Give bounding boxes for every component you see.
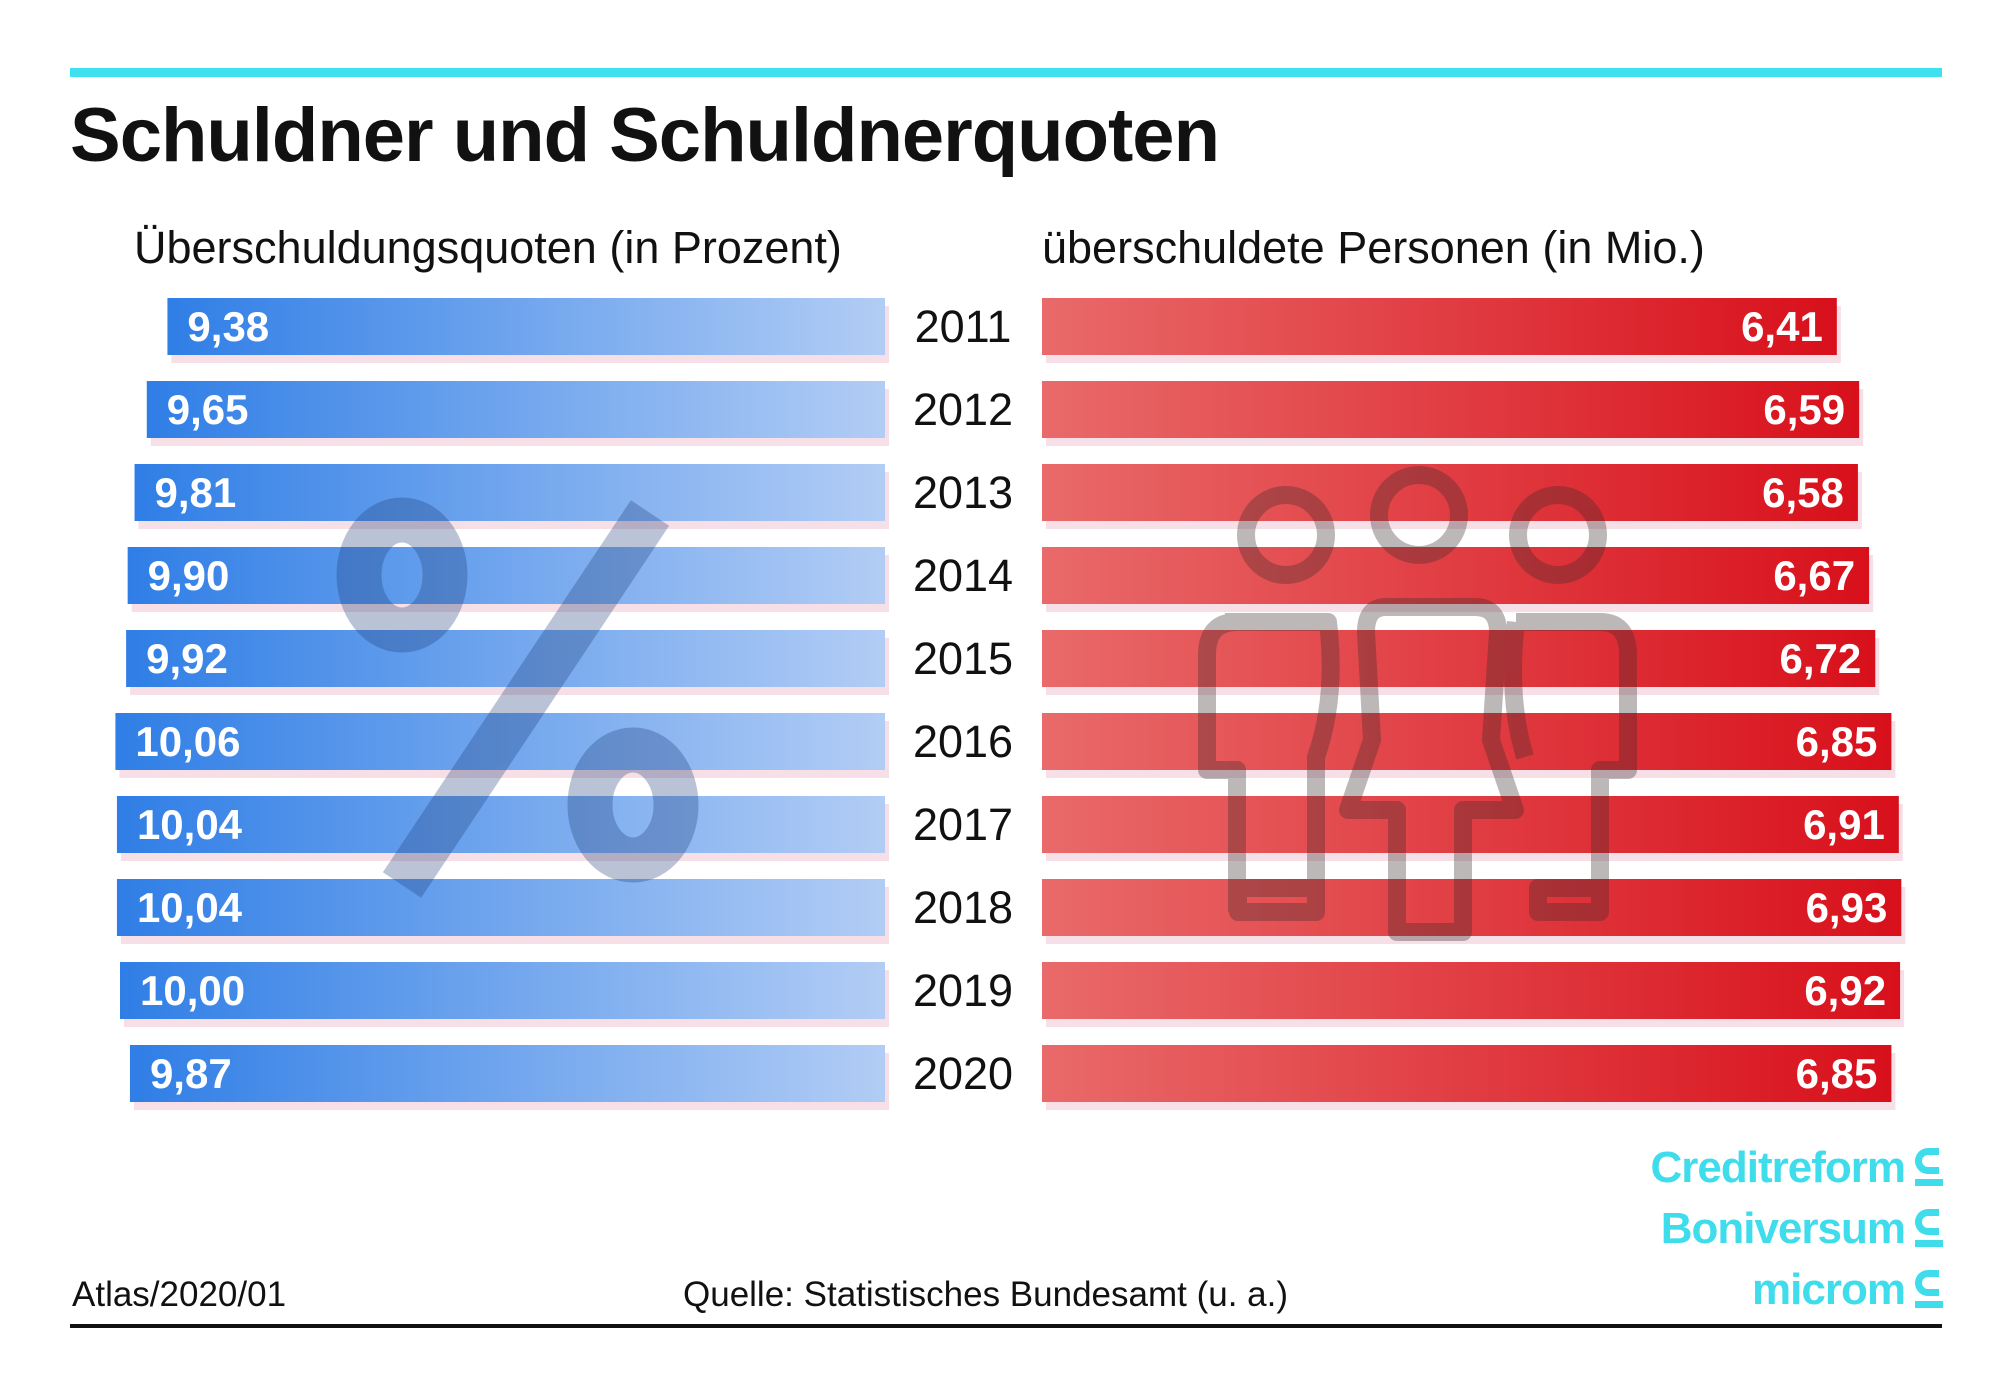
year-label: 2019 xyxy=(913,965,1013,1016)
persons-bar xyxy=(1042,879,1902,936)
quota-value-label: 10,06 xyxy=(135,718,240,765)
year-label: 2016 xyxy=(913,716,1013,767)
microm-mark-icon xyxy=(1915,1268,1943,1312)
year-label: 2012 xyxy=(913,384,1013,435)
persons-bar xyxy=(1042,547,1870,604)
creditreform-mark-icon xyxy=(1915,1146,1943,1190)
quota-value-label: 9,81 xyxy=(155,469,237,516)
persons-value-label: 6,85 xyxy=(1796,718,1878,765)
quota-value-label: 10,04 xyxy=(137,884,243,931)
percent-icon xyxy=(336,497,699,898)
logo-boniversum: Boniversum xyxy=(1661,1207,1943,1251)
left-series-title: Überschuldungsquoten (in Prozent) xyxy=(134,222,842,273)
logo-microm: microm xyxy=(1752,1268,1943,1312)
persons-bar xyxy=(1042,962,1901,1019)
boniversum-mark-icon xyxy=(1915,1207,1943,1251)
persons-bar xyxy=(1042,630,1876,687)
year-label: 2011 xyxy=(915,301,1012,352)
quota-bar xyxy=(129,1045,885,1102)
persons-value-label: 6,93 xyxy=(1806,884,1888,931)
persons-bar xyxy=(1042,713,1892,770)
quota-value-label: 10,04 xyxy=(137,801,243,848)
quota-bar xyxy=(126,630,886,687)
quota-value-label: 9,38 xyxy=(187,303,269,350)
year-label: 2013 xyxy=(913,467,1013,518)
quota-value-label: 9,87 xyxy=(150,1050,232,1097)
quota-value-label: 9,65 xyxy=(167,386,249,433)
quota-bar xyxy=(134,464,885,521)
bottom-rule xyxy=(70,1324,1942,1328)
quota-bar xyxy=(115,713,885,770)
persons-value-label: 6,85 xyxy=(1796,1050,1878,1097)
quota-bar xyxy=(146,381,885,438)
quota-value-label: 10,00 xyxy=(140,967,245,1014)
footer-atlas-label: Atlas/2020/01 xyxy=(72,1275,287,1314)
footer-source: Quelle: Statistisches Bundesamt (u. a.) xyxy=(683,1275,1288,1314)
year-label: 2018 xyxy=(913,882,1013,933)
persons-bar xyxy=(1042,1045,1892,1102)
right-series-title: überschuldete Personen (in Mio.) xyxy=(1042,222,1705,273)
people-icon xyxy=(1198,466,1637,941)
quota-value-label: 9,90 xyxy=(148,552,230,599)
year-label: 2017 xyxy=(913,799,1013,850)
persons-value-label: 6,72 xyxy=(1780,635,1862,682)
year-label: 2020 xyxy=(913,1048,1013,1099)
quota-value-label: 9,92 xyxy=(146,635,228,682)
persons-value-label: 6,92 xyxy=(1804,967,1886,1014)
persons-value-label: 6,67 xyxy=(1773,552,1855,599)
logo-creditreform: Creditreform xyxy=(1651,1146,1943,1190)
persons-bar xyxy=(1042,298,1837,355)
year-label: 2015 xyxy=(913,633,1013,684)
persons-bar xyxy=(1042,796,1899,853)
persons-value-label: 6,58 xyxy=(1762,469,1844,516)
quota-bar xyxy=(127,547,885,604)
persons-bar xyxy=(1042,381,1860,438)
persons-value-label: 6,91 xyxy=(1803,801,1885,848)
chart-title: Schuldner und Schuldnerquoten xyxy=(70,93,1220,178)
quota-bar xyxy=(116,796,885,853)
quota-bar xyxy=(167,298,885,355)
persons-bar xyxy=(1042,464,1858,521)
quota-bar xyxy=(116,879,885,936)
persons-value-label: 6,41 xyxy=(1741,303,1823,350)
quota-bar xyxy=(120,962,885,1019)
persons-value-label: 6,59 xyxy=(1763,386,1845,433)
top-accent-line xyxy=(70,68,1942,77)
year-label: 2014 xyxy=(913,550,1013,601)
